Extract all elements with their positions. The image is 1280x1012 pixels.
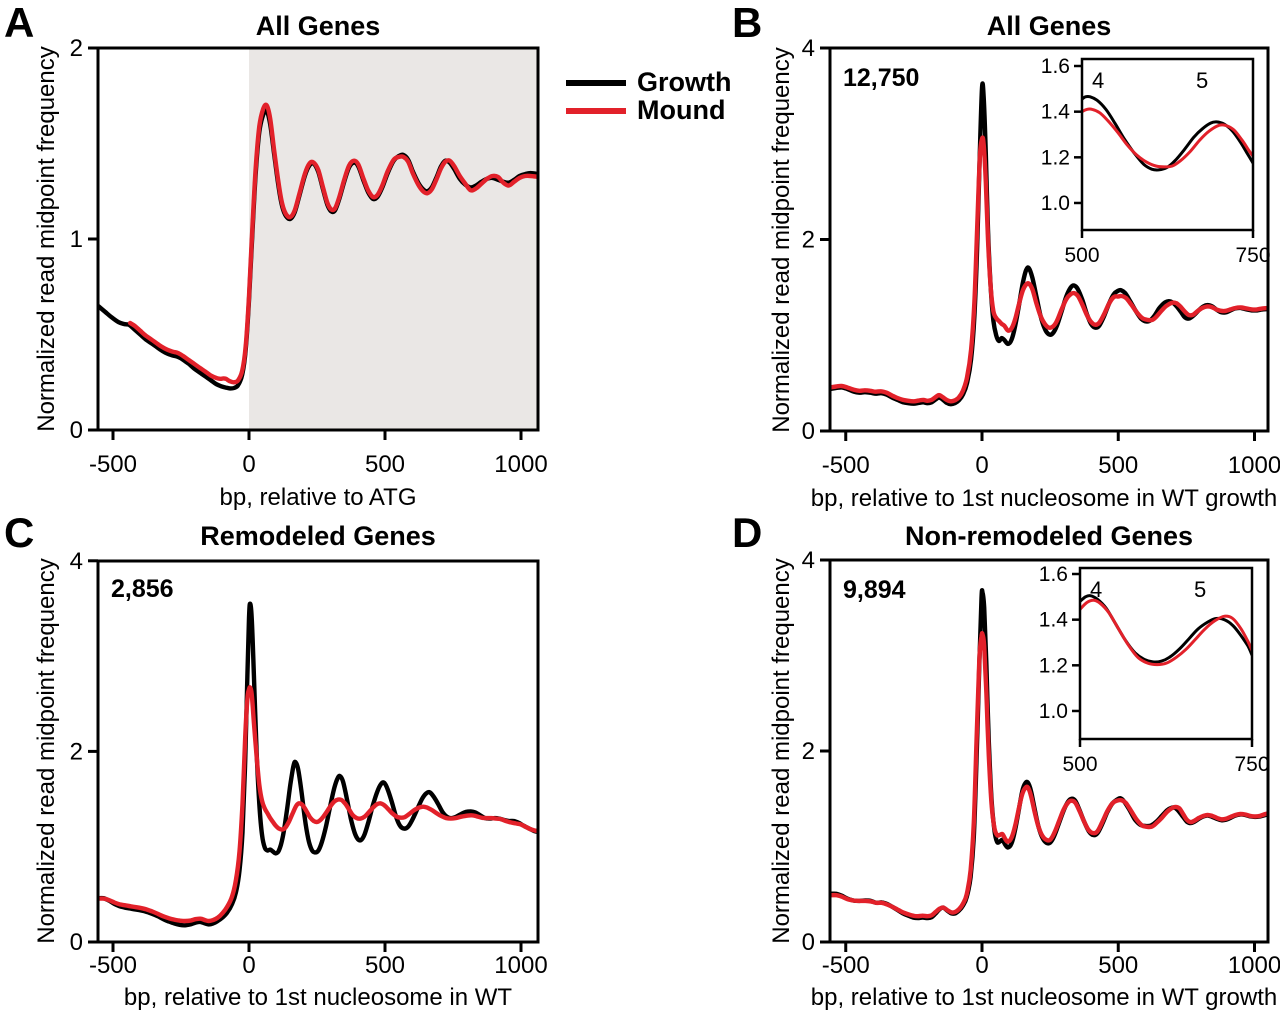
inset-y-tick-label: 1.6 — [1041, 55, 1070, 78]
nucleosome-number-label: 5 — [1194, 577, 1206, 602]
nucleosome-number-label: 4 — [1092, 68, 1104, 93]
panel-d-title: Non-remodeled Genes — [904, 521, 1194, 551]
curve-growth — [830, 588, 1268, 921]
inset-border — [1080, 57, 1255, 232]
y-tick-label: 4 — [802, 35, 815, 62]
plot-border — [96, 559, 540, 944]
y-tick-label: 0 — [70, 929, 83, 956]
legend-label-growth: Growth — [637, 67, 732, 97]
panel-label-a: A — [4, 0, 35, 46]
panel-label-b: B — [732, 0, 763, 46]
inset-panel: 1.6 1.4 1.2 1.0 500 750 4 5 — [1041, 55, 1271, 267]
y-tick-label: 2 — [802, 227, 815, 254]
panel-c-xaxis-label: bp, relative to 1st nucleosome in WT gro… — [123, 984, 513, 1012]
inset-y-tick-label: 1.2 — [1041, 146, 1070, 169]
inset-x-tick-label: 750 — [1235, 244, 1270, 267]
inset-y-tick-label: 1.4 — [1041, 101, 1071, 124]
x-tick-label: -500 — [89, 952, 137, 979]
inset-x-tick-label: 500 — [1064, 244, 1099, 267]
inset-curve-mound — [1082, 107, 1253, 169]
curve-growth — [98, 601, 538, 928]
inset-y-tick-label: 1.4 — [1039, 609, 1069, 632]
panel-label-d: D — [732, 509, 763, 556]
panel-d-xaxis-label: bp, relative to 1st nucleosome in WT gro… — [810, 984, 1278, 1011]
y-tick-label: 2 — [802, 738, 815, 765]
y-tick-label: 2 — [70, 35, 83, 62]
y-tick-label: 4 — [70, 548, 83, 575]
y-tick-label: 1 — [70, 226, 83, 253]
inset-y-tick-label: 1.0 — [1039, 700, 1068, 723]
x-tick-label: -500 — [822, 452, 870, 479]
legend-label-mound: Mound — [637, 95, 726, 125]
panel-d: -500 0 500 1000 0 2 4 Normalized read midpoint … — [768, 547, 1280, 979]
curves-group — [98, 601, 538, 928]
x-tick-label: 500 — [1098, 952, 1138, 979]
x-tick-label: 0 — [242, 952, 255, 979]
curves-group — [830, 81, 1268, 407]
panel-d-gene-count: 9,894 — [843, 576, 906, 604]
y-tick-label: 2 — [70, 738, 83, 765]
inset-y-tick-label: 1.6 — [1039, 563, 1068, 586]
x-tick-label: 500 — [365, 952, 405, 979]
inset-curves-group — [1082, 94, 1253, 172]
inset-y-tick-label: 1.0 — [1041, 192, 1070, 215]
x-tick-label: 0 — [242, 451, 255, 478]
panel-b-title: All Genes — [986, 11, 1112, 41]
curve-mound — [830, 631, 1268, 919]
x-tick-label: 500 — [365, 451, 405, 478]
x-tick-label: 1000 — [1228, 452, 1280, 479]
gene-body-shading — [249, 48, 538, 430]
inset-y-tick-label: 1.2 — [1039, 654, 1068, 677]
x-tick-label: 0 — [975, 952, 988, 979]
panel-b-gene-count: 12,750 — [843, 64, 920, 92]
panel-a-title: All Genes — [255, 11, 381, 41]
curve-mound — [98, 685, 538, 924]
x-tick-label: 0 — [975, 452, 988, 479]
inset-x-tick-label: 500 — [1062, 753, 1097, 776]
inset-curve-growth — [1080, 594, 1252, 664]
x-tick-label: -500 — [822, 952, 870, 979]
panel-a-xaxis-label: bp, relative to ATG — [219, 484, 417, 511]
inset-curve-mound — [1080, 598, 1252, 667]
y-axis-label: Normalized read midpoint frequency — [768, 47, 795, 433]
inset-panel: 1.6 1.4 1.2 1.0 500 750 4 5 — [1039, 563, 1270, 776]
curve-growth — [830, 81, 1268, 407]
panel-c-gene-count: 2,856 — [111, 575, 174, 603]
y-axis-label: Normalized read midpoint frequency — [768, 558, 795, 944]
panel-c-title: Remodeled Genes — [200, 521, 436, 551]
nucleosome-number-label: 5 — [1196, 68, 1208, 93]
y-tick-label: 0 — [70, 417, 83, 444]
inset-x-tick-label: 750 — [1234, 753, 1269, 776]
inset-curves-group — [1080, 594, 1252, 667]
panel-b: -500 0 500 1000 0 2 4 Normalized read midpoint … — [768, 35, 1280, 479]
y-axis-label: Normalized read midpoint frequency — [33, 46, 60, 432]
panel-b-xaxis-label: bp, relative to 1st nucleosome in WT gro… — [810, 485, 1278, 512]
y-tick-label: 4 — [802, 547, 815, 574]
x-tick-label: 1000 — [1228, 952, 1280, 979]
panel-label-c: C — [4, 509, 35, 556]
x-tick-label: -500 — [89, 451, 137, 478]
nucleosome-number-label: 4 — [1090, 577, 1102, 602]
y-axis-label: Normalized read midpoint frequency — [33, 558, 60, 944]
inset-border — [1078, 566, 1254, 741]
curves-group — [830, 588, 1268, 921]
x-tick-label: 1000 — [494, 952, 547, 979]
inset-curve-growth — [1082, 94, 1253, 172]
curve-mound — [127, 102, 538, 385]
y-tick-label: 0 — [802, 929, 815, 956]
y-tick-label: 0 — [802, 418, 815, 445]
curves-group — [98, 102, 538, 391]
x-tick-label: 500 — [1098, 452, 1138, 479]
x-tick-label: 1000 — [494, 451, 547, 478]
curve-mound — [830, 135, 1268, 404]
